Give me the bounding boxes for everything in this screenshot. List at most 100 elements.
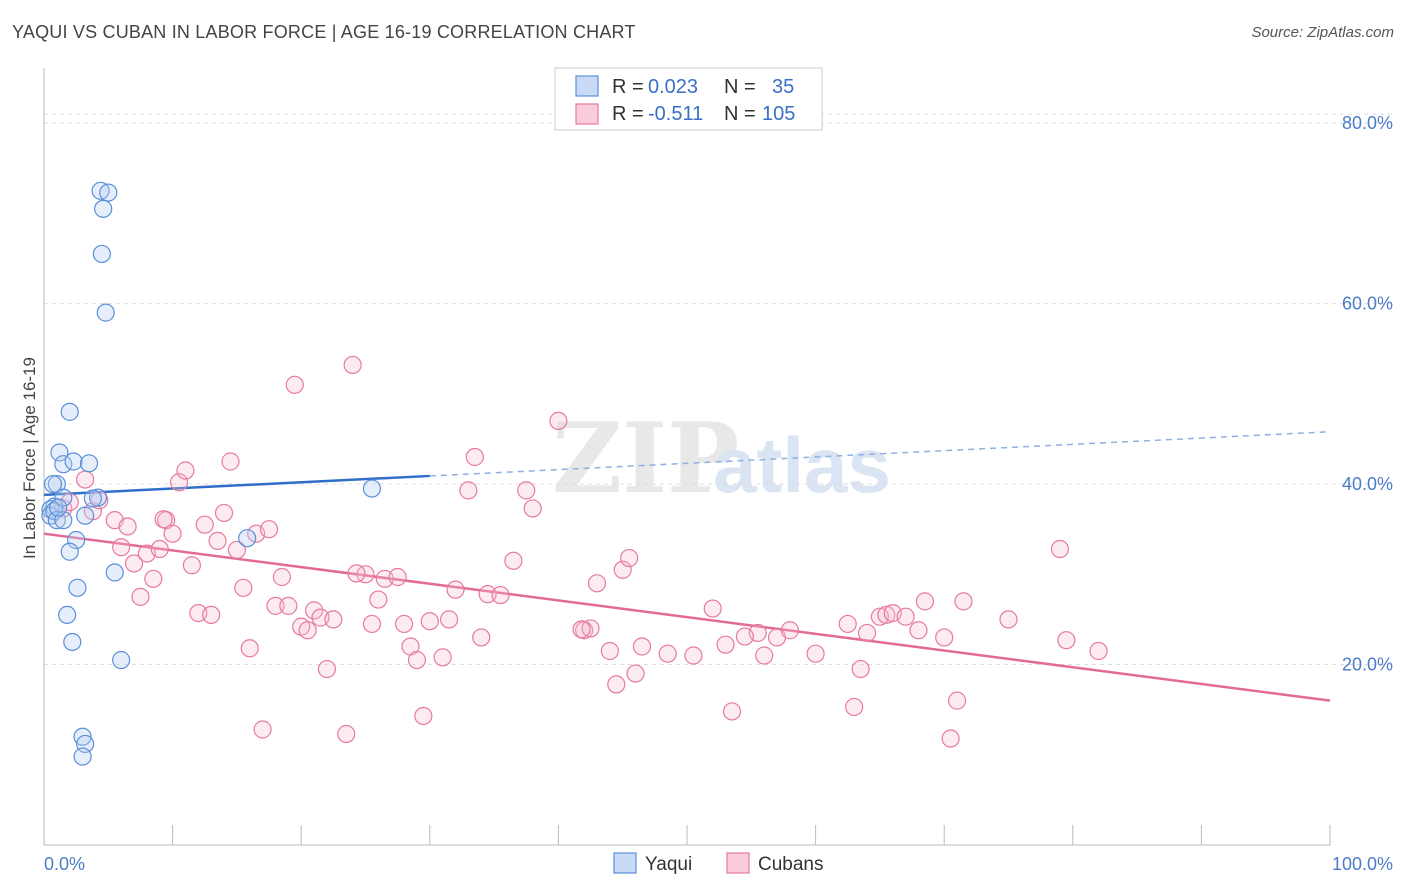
point-yaqui (238, 529, 257, 548)
point-cubans (195, 515, 214, 534)
point-cubans (632, 637, 652, 656)
point-cubans (1050, 539, 1070, 559)
point-cubans (343, 355, 362, 375)
point-cubans (433, 648, 452, 667)
point-yaqui (68, 578, 87, 597)
legend-r-value-yaqui: 0.023 (648, 76, 698, 98)
legend-n-value-cubans: 105 (762, 103, 795, 125)
point-yaqui (54, 488, 73, 507)
point-cubans (716, 635, 735, 654)
point-cubans (182, 556, 201, 575)
series-legend-label-yaqui: Yaqui (645, 854, 692, 875)
point-cubans (144, 569, 163, 588)
point-yaqui (83, 489, 102, 508)
point-cubans (941, 729, 960, 748)
point-cubans (600, 641, 619, 661)
point-yaqui (60, 542, 79, 561)
series-legend: Yaqui Cubans (613, 852, 824, 875)
point-yaqui (50, 443, 69, 462)
point-cubans (420, 612, 439, 631)
legend-r-label-yaqui: R = (612, 76, 644, 98)
point-yaqui (112, 650, 131, 670)
point-cubans (253, 720, 272, 739)
series-legend-label-cubans: Cubans (758, 854, 824, 875)
point-cubans (722, 702, 742, 721)
point-cubans (285, 375, 304, 394)
data-points (41, 181, 1108, 766)
point-cubans (124, 554, 144, 573)
legend-swatch-cubans (575, 103, 599, 125)
point-cubans (613, 560, 632, 579)
point-cubans (214, 503, 234, 523)
series-legend-swatch-yaqui (613, 852, 637, 874)
point-cubans (549, 411, 568, 430)
legend-box (554, 67, 823, 131)
trend-line-cubans (43, 532, 1331, 702)
point-cubans (298, 621, 317, 640)
point-cubans (279, 596, 298, 615)
point-cubans (1057, 631, 1076, 650)
point-cubans (324, 610, 343, 629)
point-cubans (845, 697, 864, 717)
svg-text:ZIP: ZIP (552, 402, 739, 515)
point-cubans (407, 650, 427, 670)
point-cubans (347, 564, 366, 583)
point-yaqui (362, 479, 382, 498)
trend-lines (43, 430, 1331, 702)
point-cubans (388, 567, 407, 587)
point-cubans (504, 551, 523, 570)
point-cubans (459, 481, 478, 500)
point-yaqui (94, 199, 113, 218)
axes (43, 68, 1331, 846)
point-cubans (317, 659, 337, 679)
point-yaqui (92, 244, 111, 264)
point-yaqui (67, 530, 86, 550)
point-cubans (154, 510, 173, 529)
y-tick-labels: 20.0% 40.0% 60.0% 80.0% (1342, 113, 1393, 674)
point-yaqui (99, 183, 118, 202)
trend-line-yaqui-extension (429, 430, 1331, 477)
point-cubans (838, 614, 857, 634)
point-cubans (202, 605, 221, 625)
point-cubans (780, 621, 799, 640)
point-cubans (176, 461, 195, 480)
watermark: ZIP atlas (552, 402, 891, 515)
point-yaqui (105, 563, 124, 582)
point-cubans (626, 664, 645, 683)
point-cubans (851, 659, 870, 679)
x-tick-label-max: 100.0% (1332, 854, 1393, 874)
point-cubans (1089, 641, 1108, 661)
point-cubans (999, 610, 1018, 629)
point-cubans (259, 520, 279, 539)
point-cubans (658, 644, 677, 663)
point-yaqui (58, 605, 77, 625)
point-cubans (150, 539, 169, 559)
point-yaqui (73, 727, 92, 746)
point-cubans (896, 607, 915, 626)
point-yaqui (76, 506, 95, 525)
point-cubans (304, 601, 324, 620)
svg-text:atlas: atlas (713, 421, 891, 509)
point-yaqui (63, 632, 82, 652)
point-yaqui (43, 474, 63, 494)
point-cubans (234, 578, 253, 597)
series-legend-swatch-cubans (726, 852, 750, 874)
point-yaqui (64, 452, 83, 471)
point-cubans (877, 605, 896, 625)
point-cubans (118, 517, 137, 536)
point-cubans (240, 639, 259, 658)
correlation-legend: R = 0.023 N = 35 R = -0.511 N = 105 (554, 67, 823, 131)
chart-title: YAQUI VS CUBAN IN LABOR FORCE | AGE 16-1… (12, 22, 636, 42)
point-cubans (755, 646, 774, 665)
point-yaqui (88, 488, 108, 507)
point-cubans (947, 691, 967, 710)
legend-swatch-yaqui (575, 75, 599, 97)
point-cubans (935, 628, 954, 647)
legend-n-label-yaqui: N = (724, 76, 756, 98)
point-cubans (112, 538, 131, 557)
point-cubans (703, 599, 722, 618)
point-cubans (414, 706, 433, 726)
point-cubans (227, 540, 246, 560)
x-tick-label-min: 0.0% (44, 854, 85, 874)
